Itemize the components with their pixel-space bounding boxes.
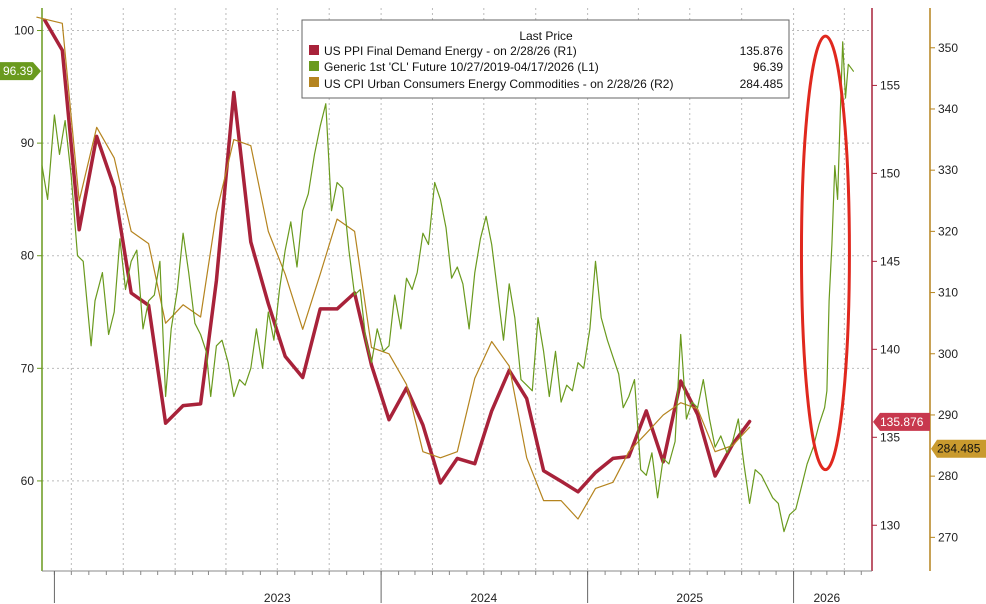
left-tick-label: 100: [14, 24, 34, 38]
right2-tick-label: 300: [938, 347, 958, 361]
legend-swatch-cl: [309, 61, 319, 71]
left-value-tag-label: 96.39: [3, 64, 33, 78]
right2-value-tag: [931, 439, 986, 458]
legend-label-ppi: US PPI Final Demand Energy - on 2/28/26 …: [324, 44, 577, 58]
right2-tick-label: 270: [938, 530, 958, 544]
series-line-right2: [36, 16, 751, 520]
right1-tick-label: 145: [880, 254, 900, 268]
legend-value-cl: 96.39: [753, 60, 783, 74]
right1-tick-label: 155: [880, 78, 900, 92]
right2-tick-label: 330: [938, 163, 958, 177]
series-line-left: [41, 41, 855, 533]
right1-tick-label: 130: [880, 518, 900, 532]
series-lines: [36, 16, 855, 533]
axis-ticks: 60 70 80 90 100 130 135 140 145 150 155 270 280 290 30…: [14, 24, 958, 604]
right2-tick-label: 310: [938, 286, 958, 300]
left-tick-label: 70: [21, 361, 35, 375]
right1-tick-label: 150: [880, 166, 900, 180]
legend-label-cl: Generic 1st 'CL' Future 10/27/2019-04/17…: [324, 60, 599, 74]
right1-value-tag-label: 135.876: [880, 415, 924, 429]
right2-tick-label: 320: [938, 224, 958, 238]
right2-tick-label: 280: [938, 469, 958, 483]
left-tick-label: 80: [21, 249, 35, 263]
legend-label-cpi: US CPI Urban Consumers Energy Commoditie…: [324, 77, 673, 91]
right2-tick-label: 350: [938, 41, 958, 55]
left-tick-label: 90: [21, 136, 35, 150]
x-year-label: 2025: [676, 591, 703, 604]
legend-value-ppi: 135.876: [740, 44, 784, 58]
right2-value-tag-label: 284.485: [937, 442, 981, 456]
legend-swatch-ppi: [309, 45, 319, 55]
right1-value-tag: [873, 412, 930, 431]
legend-title: Last Price: [519, 29, 573, 43]
annotation: [799, 34, 851, 472]
left-value-tag: [0, 62, 41, 81]
legend-value-cpi: 284.485: [740, 77, 784, 91]
highlight-ellipse: [799, 34, 851, 472]
legend: Last Price US PPI Final Demand Energy - …: [301, 19, 790, 99]
left-tick-label: 60: [21, 474, 35, 488]
x-year-label: 2026: [814, 591, 841, 604]
x-year-label: 2023: [264, 591, 291, 604]
right2-tick-label: 290: [938, 408, 958, 422]
value-tags: 96.39 135.876 284.485: [0, 62, 986, 458]
axes: [41, 8, 931, 572]
right1-tick-label: 140: [880, 342, 900, 356]
right2-tick-label: 340: [938, 102, 958, 116]
legend-swatch-cpi: [309, 77, 319, 87]
x-year-label: 2024: [470, 591, 497, 604]
right1-tick-label: 135: [880, 430, 900, 444]
legend-box: [301, 19, 790, 99]
